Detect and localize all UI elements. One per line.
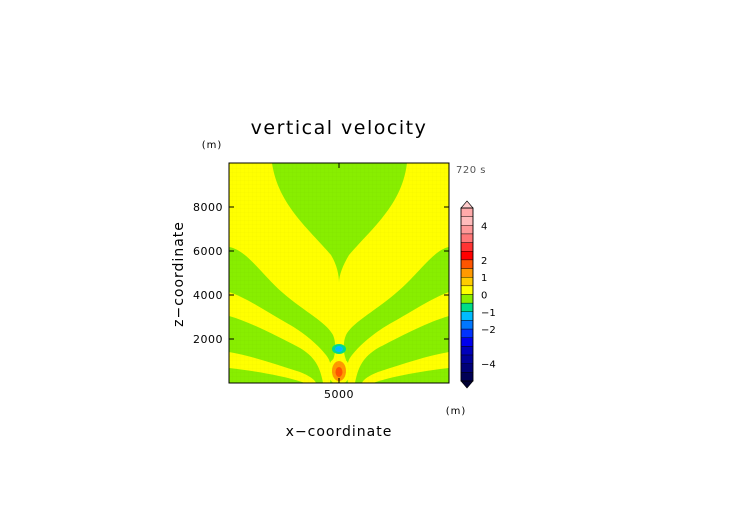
colorbar-level [460, 285, 474, 295]
chart-title: vertical velocity [251, 117, 428, 139]
colorbar-tick-label: 4 [481, 221, 487, 232]
y-axis-label: z−coordinate [171, 221, 187, 327]
colorbar-tick-label: −2 [481, 325, 496, 336]
colorbar-level [460, 311, 474, 321]
x-tick-label: 5000 [324, 388, 354, 401]
colorbar: 4 2 1 0 −1 −2 −4 [460, 200, 496, 389]
time-label: 720 s [456, 165, 486, 176]
colorbar-bottom-arrow [460, 380, 474, 389]
colorbar-level [460, 337, 474, 347]
colorbar-level [460, 207, 474, 217]
colorbar-level [460, 277, 474, 287]
colorbar-frame [460, 207, 474, 382]
y-tick-label: 6000 [193, 245, 223, 258]
y-tick-label: 8000 [193, 201, 223, 214]
x-axis-label: x−coordinate [286, 424, 393, 440]
colorbar-level [460, 251, 474, 261]
colorbar-tick-label: 1 [481, 273, 487, 284]
colorbar-level [460, 225, 474, 235]
y-axis-ticks: 2000 4000 6000 8000 [193, 201, 449, 346]
x-unit-label: (m) [446, 406, 467, 417]
colorbar-tick-label: −4 [481, 360, 496, 371]
colorbar-level [460, 216, 474, 226]
colorbar-level [460, 302, 474, 312]
y-tick-label: 2000 [193, 333, 223, 346]
contour-field [229, 163, 449, 383]
colorbar-level [460, 268, 474, 278]
colorbar-level [460, 259, 474, 269]
colorbar-level [460, 242, 474, 252]
colorbar-tick-label: 0 [481, 291, 487, 302]
colorbar-level [460, 328, 474, 338]
colorbar-level [460, 233, 474, 243]
colorbar-level [460, 372, 474, 382]
colorbar-level [460, 354, 474, 364]
colorbar-level [460, 363, 474, 373]
colorbar-level [460, 346, 474, 356]
colorbar-level [460, 320, 474, 330]
colorbar-tick-label: 2 [481, 256, 487, 267]
y-unit-label: (m) [202, 140, 223, 151]
colorbar-top-arrow [460, 200, 474, 209]
y-tick-label: 4000 [193, 289, 223, 302]
colorbar-tick-label: −1 [481, 308, 496, 319]
colorbar-level [460, 294, 474, 304]
x-axis-ticks: 5000 [324, 163, 354, 401]
